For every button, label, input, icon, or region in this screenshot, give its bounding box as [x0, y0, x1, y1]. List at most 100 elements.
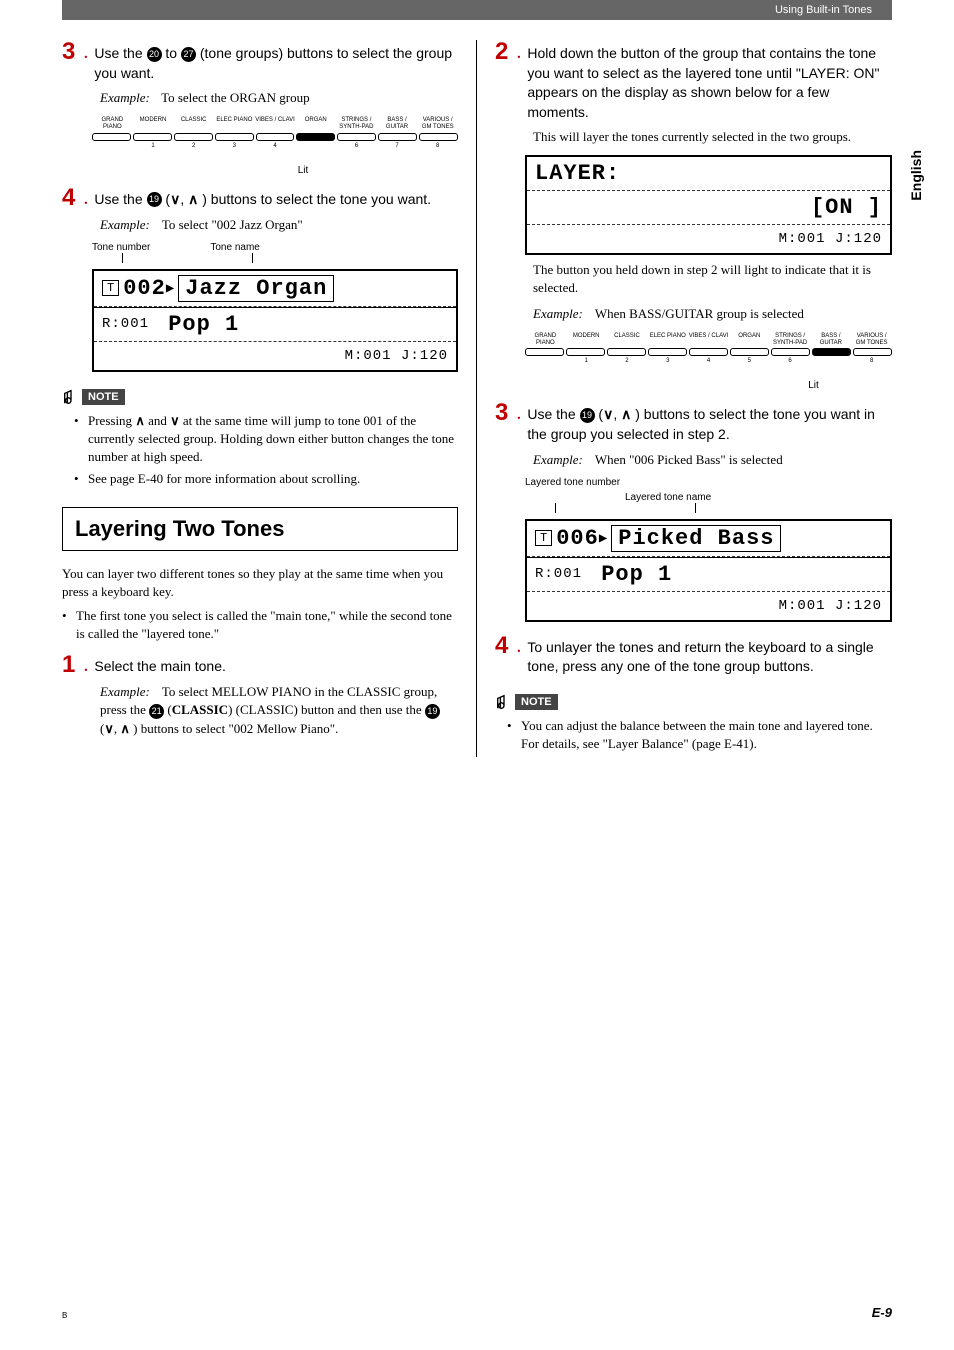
step-3-right: 3 . Use the 19 (∨, ∧ ) buttons to select…	[495, 401, 892, 444]
step-dot: .	[516, 634, 521, 658]
lit-label: Lit	[735, 380, 892, 391]
btn	[419, 133, 458, 141]
sp	[154, 216, 158, 233]
bullet: The first tone you select is called the …	[62, 607, 458, 643]
example-text: To select the ORGAN group	[161, 90, 310, 105]
sp	[587, 451, 591, 468]
btn-label: STRINGS / SYNTH-PAD	[336, 117, 377, 130]
ref-circle: 19	[580, 408, 595, 423]
sp	[154, 683, 158, 700]
lit-label: Lit	[148, 165, 458, 176]
btn-label: ELEC PIANO	[214, 117, 255, 130]
chevron-up-icon: ∧	[621, 406, 631, 422]
lcd-box: T	[535, 530, 552, 546]
btn-label: BASS / GUITAR	[810, 333, 851, 346]
step-number: 3	[495, 401, 508, 425]
btn	[812, 348, 851, 356]
btn-label: MODERN	[133, 117, 174, 130]
note-label: NOTE	[515, 694, 558, 710]
n: 3	[214, 143, 255, 149]
btn-label: VARIOUS / GM TONES	[417, 117, 458, 130]
sp	[149, 315, 168, 333]
chevron-up-icon: ∧	[188, 191, 198, 207]
lcd-prefix: R:001	[535, 566, 582, 582]
example-label: Example:	[533, 452, 583, 467]
n	[92, 143, 133, 149]
example-text: To select MELLOW PIANO in the CLASSIC gr…	[100, 684, 440, 735]
section-heading: Layering Two Tones	[62, 507, 458, 551]
n: 7	[377, 143, 418, 149]
chevron-down-icon: ∨	[170, 191, 180, 207]
step-3-left: 3 . Use the 20 to 27 (tone groups) butto…	[62, 40, 458, 83]
t: ) buttons to select "002 Mellow Piano".	[133, 721, 338, 736]
btn	[215, 133, 254, 141]
btn-label: CLASSIC	[173, 117, 214, 130]
n: 5	[729, 358, 770, 364]
step-dot: .	[516, 40, 521, 64]
lcd-row: M:001 J:120	[527, 592, 890, 620]
note-icon	[62, 388, 80, 406]
body-text: The button you held down in step 2 will …	[495, 261, 892, 297]
lcd-prefix: R:001	[102, 316, 149, 332]
btn	[566, 348, 605, 356]
example: Example: When "006 Picked Bass" is selec…	[495, 451, 892, 469]
btn	[337, 133, 376, 141]
example-text: When "006 Picked Bass" is selected	[595, 452, 783, 467]
lcd-row: [ON ]	[527, 191, 890, 225]
lcd-status: M:001 J:120	[779, 231, 882, 247]
step-number: 4	[495, 634, 508, 658]
intro-text: You can layer two different tones so the…	[62, 565, 458, 601]
button-nums: 1 2 3 4 6 7 8	[92, 143, 458, 149]
ref-circle: 19	[425, 704, 440, 719]
n: 8	[851, 358, 892, 364]
btn	[133, 133, 172, 141]
step-text: Use the 19 (∨, ∧ ) buttons to select the…	[94, 186, 431, 210]
lcd-text: Pop 1	[168, 312, 239, 337]
bullet: Pressing ∧ and ∨ at the same time will j…	[74, 412, 458, 467]
example: Example: When BASS/GUITAR group is selec…	[495, 305, 892, 323]
header-title: Using Built-in Tones	[775, 4, 872, 16]
btn-label: ORGAN	[729, 333, 770, 346]
n: 1	[133, 143, 174, 149]
btn-label: ELEC PIANO	[647, 333, 688, 346]
body-text: This will layer the tones currently sele…	[495, 128, 892, 146]
annot-label: Tone number	[92, 242, 150, 253]
footer-mark: B	[62, 1311, 67, 1320]
step-2: 2 . Hold down the button of the group th…	[495, 40, 892, 122]
lcd-status: M:001 J:120	[345, 348, 448, 364]
step-number: 1	[62, 653, 75, 677]
n: 2	[607, 358, 648, 364]
lcd-row: R:001 Pop 1	[94, 307, 456, 342]
lcd-text: [ON ]	[811, 195, 882, 220]
btn	[853, 348, 892, 356]
lcd-row: LAYER:	[527, 157, 890, 191]
example-text: To select "002 Jazz Organ"	[162, 217, 303, 232]
btn-label: CLASSIC	[607, 333, 648, 346]
button-labels: GRAND PIANO MODERN CLASSIC ELEC PIANO VI…	[525, 333, 892, 346]
note-label: NOTE	[82, 389, 125, 405]
btn-label: GRAND PIANO	[92, 117, 133, 130]
n: 4	[255, 143, 296, 149]
example-label: Example:	[100, 217, 150, 232]
btn	[607, 348, 646, 356]
ref-circle: 20	[147, 47, 162, 62]
step-4-right: 4 . To unlayer the tones and return the …	[495, 634, 892, 677]
t: Use the	[94, 191, 146, 207]
lcd-tone-name: Picked Bass	[611, 525, 781, 552]
n: 6	[336, 143, 377, 149]
ref-circle: 19	[147, 192, 162, 207]
t: ,	[613, 406, 621, 422]
step-4-left: 4 . Use the 19 (∨, ∧ ) buttons to select…	[62, 186, 458, 210]
lcd-display: T 002 ▶ Jazz Organ R:001 Pop 1 M:001 J:1…	[92, 269, 458, 372]
chevron-down-icon: ∨	[104, 721, 114, 736]
step-number: 2	[495, 40, 508, 64]
annot-label: Layered tone name	[625, 492, 711, 503]
note-flag: NOTE	[62, 388, 125, 406]
lcd-text: LAYER:	[535, 161, 620, 186]
btn	[256, 133, 295, 141]
annot-label: Layered tone number	[525, 477, 620, 488]
lcd-text: Pop 1	[601, 562, 672, 587]
button-labels: GRAND PIANO MODERN CLASSIC ELEC PIANO VI…	[92, 117, 458, 130]
step-dot: .	[83, 186, 88, 210]
btn	[525, 348, 564, 356]
